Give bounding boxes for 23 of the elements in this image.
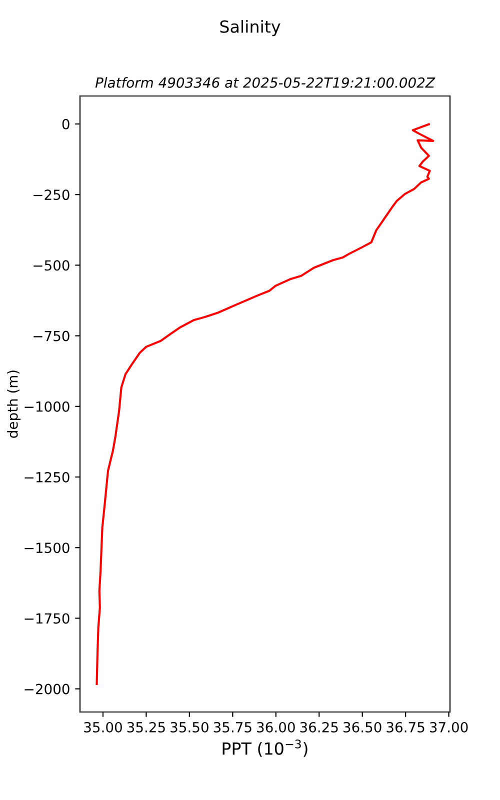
chart-subtitle: Platform 4903346 at 2025-05-22T19:21:00.002Z — [95, 77, 436, 88]
line-series — [96, 123, 434, 686]
chart-title: Salinity — [220, 20, 280, 36]
y-tick-label: −750 — [34, 330, 70, 342]
y-tick-label: −500 — [34, 260, 70, 271]
x-tick-label: 35.00 — [84, 722, 122, 732]
y-tick-label: −1500 — [24, 542, 70, 554]
x-tick-label: 35.50 — [170, 722, 208, 732]
x-tick-label: 36.50 — [344, 722, 382, 732]
x-tick-label: 36.25 — [300, 722, 338, 732]
y-tick-label: −1250 — [24, 472, 70, 482]
y-tick-label: −1000 — [24, 401, 70, 412]
x-tick-label: 36.75 — [386, 722, 424, 732]
x-tick-label: 35.25 — [127, 722, 165, 732]
x-axis-title: PPT (10$^{−3}$) — [222, 740, 308, 757]
y-tick-label: −1750 — [24, 613, 70, 624]
y-tick-label: 0 — [62, 118, 70, 130]
y-tick-label: −2000 — [24, 684, 70, 694]
x-tick-label: 35.75 — [214, 722, 252, 732]
y-tick-label: −250 — [34, 190, 70, 200]
x-tick-label: 36.00 — [257, 722, 295, 732]
x-tick-label: 37.00 — [430, 722, 468, 732]
y-axis-title: depth (m) — [7, 370, 21, 438]
